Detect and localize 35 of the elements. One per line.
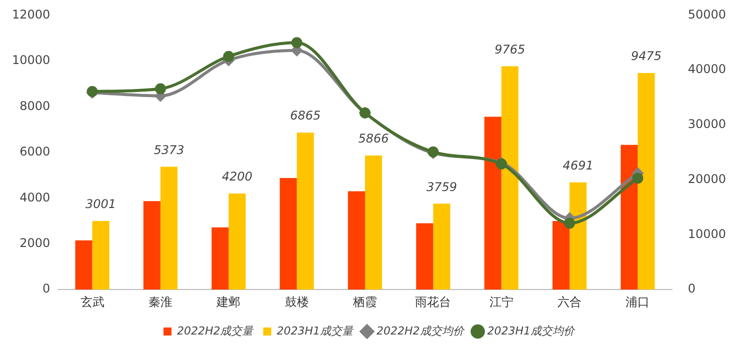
x-tick-label: 秦淮 [148, 294, 172, 309]
y2-tick-label: 10000 [688, 226, 726, 241]
y-tick-label: 0 [42, 282, 50, 296]
data-label: 9765 [494, 42, 526, 56]
x-tick-label: 栖霞 [352, 294, 377, 309]
y2-tick-label: 0 [688, 282, 696, 296]
y2-tick-label: 40000 [688, 62, 726, 76]
legend-label: 2023H1成交均价 [487, 324, 576, 338]
data-label: 4691 [562, 158, 594, 172]
data-label: 6865 [290, 108, 321, 123]
y2-tick-label: 20000 [688, 172, 726, 186]
x-tick-label: 玄武 [80, 294, 104, 309]
legend-label: 2023H1成交量 [276, 324, 354, 338]
data-label: 5373 [154, 142, 184, 157]
x-tick-label: 浦口 [626, 294, 650, 309]
legend-label: 2022H2成交均价 [376, 324, 465, 338]
y-tick-label: 8000 [20, 98, 50, 113]
x-tick-label: 鼓楼 [284, 294, 309, 309]
y-tick-label: 2000 [20, 236, 50, 250]
y-tick-label: 6000 [20, 144, 50, 159]
x-tick-label: 建邺 [216, 294, 241, 309]
y-tick-label: 10000 [12, 53, 50, 68]
x-tick-label: 雨花台 [415, 294, 452, 309]
data-label: 3759 [426, 180, 457, 194]
data-label: 3001 [86, 197, 116, 212]
x-tick-label: 江宁 [489, 294, 514, 309]
x-tick-label: 六合 [558, 294, 582, 309]
data-label: 9475 [630, 49, 662, 64]
data-label: 4200 [222, 170, 253, 184]
y2-tick-label: 50000 [688, 7, 726, 22]
legend-label: 2022H2成交量 [176, 324, 254, 338]
y-tick-label: 4000 [20, 190, 50, 204]
y-tick-label: 12000 [12, 7, 50, 22]
y2-tick-label: 30000 [688, 117, 726, 132]
data-label: 5866 [358, 132, 390, 146]
